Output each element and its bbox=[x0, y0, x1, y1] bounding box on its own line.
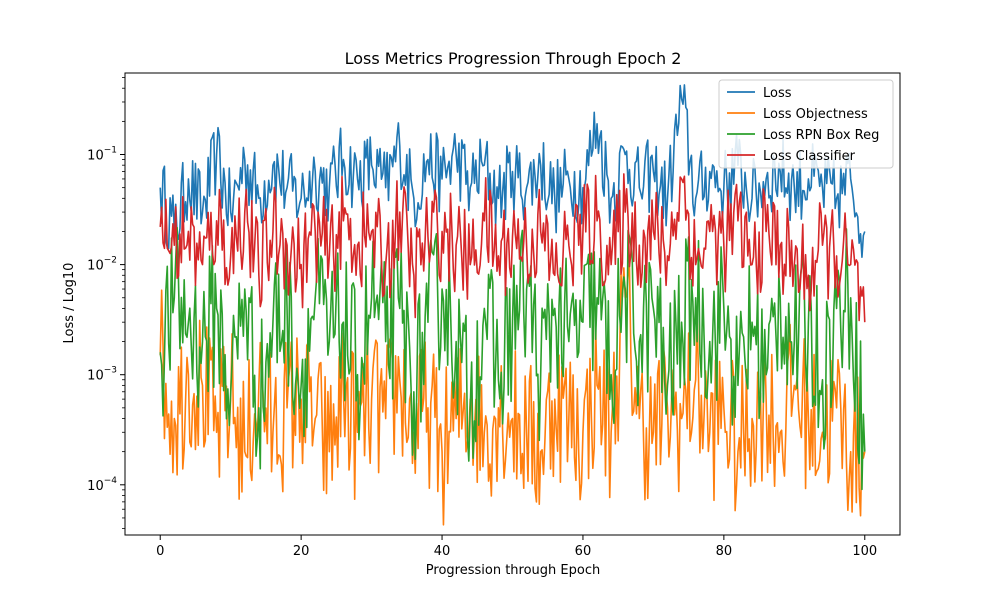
axes: 0 20 40 60 80 100 10−4 10−3 10−2 10−1 bbox=[87, 72, 901, 559]
y-tick-label: 10−4 bbox=[87, 476, 117, 494]
x-tick-label: 80 bbox=[716, 544, 733, 559]
y-tick-label: 10−2 bbox=[87, 256, 117, 274]
y-axis-label: Loss / Log10 bbox=[62, 263, 77, 344]
legend-label: Loss Classifier bbox=[763, 149, 856, 164]
y-tick-label: 10−3 bbox=[87, 366, 117, 384]
chart-title: Loss Metrics Progression Through Epoch 2 bbox=[345, 49, 682, 68]
y-tick-label: 10−1 bbox=[87, 146, 117, 164]
series-line-loss-objectness bbox=[159, 264, 866, 526]
x-tick-label: 20 bbox=[293, 544, 310, 559]
legend-label: Loss RPN Box Reg bbox=[763, 128, 879, 143]
series-line-loss-rpn-box-reg bbox=[159, 226, 866, 491]
x-tick-label: 40 bbox=[434, 544, 451, 559]
x-tick-label: 100 bbox=[852, 544, 877, 559]
legend: Loss Loss Objectness Loss RPN Box Reg Loss … bbox=[718, 79, 894, 169]
x-tick-label: 60 bbox=[575, 544, 592, 559]
plot-frame bbox=[124, 72, 901, 536]
x-tick-label: 0 bbox=[156, 544, 164, 559]
legend-label: Loss Objectness bbox=[763, 107, 868, 122]
series-line-loss bbox=[159, 84, 866, 258]
plot-area bbox=[159, 84, 866, 526]
series-line-loss-classifier bbox=[159, 173, 866, 323]
legend-label: Loss bbox=[763, 86, 792, 101]
x-axis-label: Progression through Epoch bbox=[426, 563, 600, 578]
legend-box bbox=[718, 79, 894, 169]
